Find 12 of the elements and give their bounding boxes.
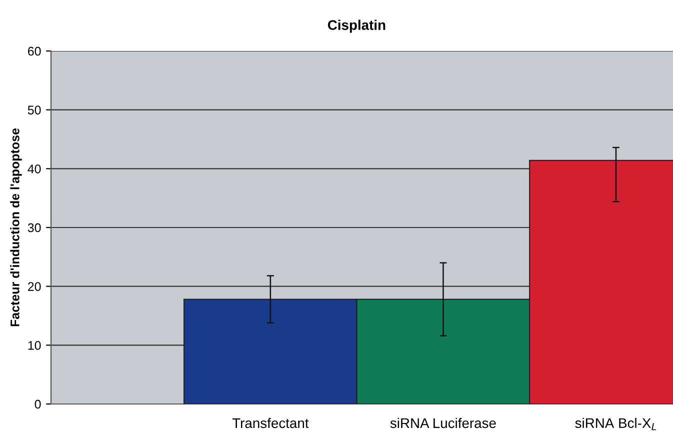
y-tick-label: 50 bbox=[28, 106, 41, 114]
x-tick-label: Transfectant bbox=[232, 418, 309, 428]
x-tick-label: siRNA Luciferase bbox=[390, 418, 496, 428]
y-tick-label: 30 bbox=[28, 223, 41, 232]
x-tick-label: siRNA Bcl-X$_{L}$ bbox=[575, 418, 656, 430]
y-tick-label: 40 bbox=[28, 164, 41, 174]
y-tick-label: 60 bbox=[28, 46, 41, 56]
y-tick-label: 0 bbox=[34, 400, 41, 409]
y-axis-title: Facteur d'induction de l'apoptose bbox=[10, 128, 22, 326]
y-tick-label: 20 bbox=[28, 282, 41, 291]
chart-title: Cisplatin bbox=[328, 20, 386, 33]
y-tick-label: 10 bbox=[28, 340, 41, 350]
